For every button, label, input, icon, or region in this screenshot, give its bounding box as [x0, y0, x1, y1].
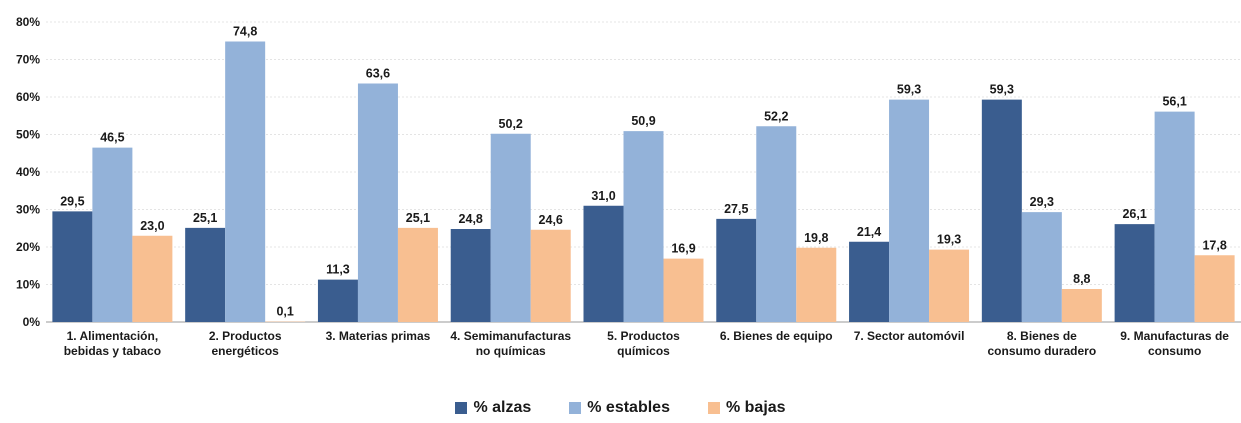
bar: [132, 235, 173, 322]
x-tick-label: 4. Semimanufacturas no químicas: [450, 329, 571, 358]
bar: [716, 218, 757, 322]
data-label: 21,4: [857, 225, 881, 239]
data-label: 19,8: [804, 231, 828, 245]
data-label: 29,5: [60, 194, 84, 208]
legend-label: % estables: [587, 399, 670, 416]
data-label: 25,1: [406, 211, 430, 225]
data-label: 16,9: [671, 242, 695, 256]
y-tick-label: 20%: [16, 240, 40, 254]
legend-swatch: [569, 402, 582, 414]
x-tick-label: 9. Manufacturas de consumo: [1120, 329, 1229, 358]
legend: % alzas % estables % bajas: [0, 396, 1241, 420]
bar: [1154, 111, 1195, 322]
x-tick-label: 1. Alimentación, bebidas y tabaco: [64, 329, 161, 358]
data-labels: 29,5 46,5 23,0 25,1 74,8 0,1 11,3 63,6 25,1 24,8 5…: [60, 25, 1227, 319]
y-tick-label: 0%: [23, 315, 41, 329]
data-label: 59,3: [990, 83, 1014, 97]
data-label: 59,3: [897, 83, 921, 97]
bar: [397, 227, 438, 322]
bar: [530, 229, 571, 322]
bar: [1194, 255, 1235, 322]
bar: [185, 227, 226, 322]
data-label: 24,8: [459, 212, 483, 226]
bar: [929, 249, 970, 322]
data-label: 63,6: [366, 67, 390, 81]
legend-entry: % estables: [569, 399, 670, 417]
x-axis: 1. Alimentación, bebidas y tabaco 2. Produ…: [64, 329, 1230, 358]
data-label: 23,0: [140, 219, 164, 233]
data-label: 26,1: [1122, 207, 1146, 221]
data-label: 74,8: [233, 25, 257, 39]
x-tick-label: 2. Productos energéticos: [209, 329, 282, 358]
legend-entry: % bajas: [707, 399, 786, 417]
bar: [450, 229, 491, 322]
bar: [623, 131, 664, 322]
data-label: 24,6: [539, 213, 563, 227]
data-label: 11,3: [326, 263, 350, 277]
bar: [357, 83, 398, 322]
bar: [317, 279, 358, 322]
data-label: 25,1: [193, 211, 217, 225]
bar: [92, 147, 133, 322]
bar: [889, 99, 930, 322]
y-tick-label: 60%: [16, 90, 40, 104]
legend-label: % alzas: [473, 399, 532, 416]
bar: [796, 247, 837, 322]
y-tick-label: 10%: [16, 278, 40, 292]
legend-entry: % alzas: [455, 399, 531, 417]
bar: [52, 211, 93, 322]
y-tick-label: 50%: [16, 128, 40, 142]
x-tick-label: 8. Bienes de consumo duradero: [987, 329, 1096, 358]
bar: [1061, 289, 1102, 322]
data-label: 19,3: [937, 233, 961, 247]
y-tick-label: 80%: [16, 15, 40, 29]
data-label: 50,2: [499, 117, 523, 131]
y-axis: 0% 10% 20% 30% 40% 50% 60% 70% 80%: [16, 15, 40, 329]
legend-swatch: [455, 402, 468, 414]
data-label: 8,8: [1073, 272, 1090, 286]
data-label: 0,1: [276, 305, 293, 319]
bar: [663, 258, 704, 322]
x-tick-label: 6. Bienes de equipo: [720, 329, 833, 343]
bars: [52, 41, 1235, 322]
data-label: 46,5: [100, 131, 124, 145]
bar: [1021, 212, 1062, 322]
bar: [225, 41, 266, 322]
y-tick-label: 40%: [16, 165, 40, 179]
legend-swatch: [707, 402, 720, 414]
data-label: 27,5: [724, 202, 748, 216]
bar: [756, 126, 797, 322]
bar: [1114, 224, 1155, 322]
y-tick-label: 70%: [16, 53, 40, 67]
x-tick-label: 3. Materias primas: [326, 329, 431, 343]
bar: [583, 205, 624, 322]
data-label: 17,8: [1202, 238, 1226, 252]
bar: [490, 133, 531, 322]
y-tick-label: 30%: [16, 203, 40, 217]
legend-label: % bajas: [725, 399, 786, 416]
data-label: 56,1: [1162, 95, 1186, 109]
x-tick-label: 7. Sector automóvil: [854, 329, 965, 343]
bar-chart: 0%10%20%30%40%50%60%70%80% 29,546,523,02…: [16, 15, 1241, 358]
data-label: 50,9: [631, 114, 655, 128]
data-label: 29,3: [1030, 195, 1054, 209]
bar: [849, 241, 890, 322]
data-label: 52,2: [764, 109, 788, 123]
data-label: 31,0: [591, 189, 615, 203]
x-tick-label: 5. Productos químicos: [607, 329, 680, 358]
bar: [981, 99, 1022, 322]
